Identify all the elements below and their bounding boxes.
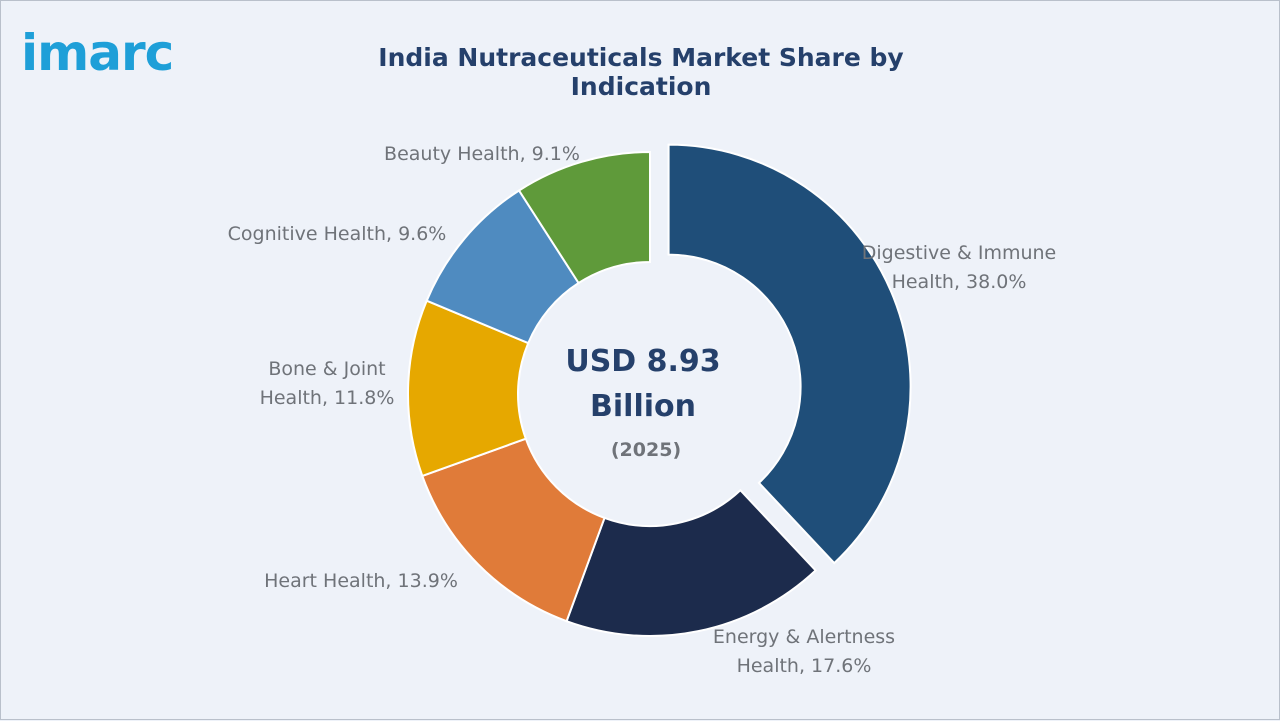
slice-beauty-health — [517, 150, 651, 285]
slice-digestive-immune-health — [667, 143, 912, 565]
label-bone-joint-health: Bone & Joint Health, 11.8% — [260, 358, 395, 409]
label-heart-health: Heart Health, 13.9% — [264, 570, 458, 592]
donut-slices — [407, 143, 912, 637]
label-cognitive-health: Cognitive Health, 9.6% — [228, 223, 447, 245]
imarc-logo: imarc — [21, 24, 174, 82]
slice-energy-alertness-health — [565, 488, 818, 637]
center-summary: USD 8.93 Billion (2025) — [565, 344, 720, 461]
chart-title: India Nutraceuticals Market Share by Ind… — [378, 43, 904, 101]
center-value-line1: USD 8.93 — [565, 344, 720, 379]
label-beauty-health: Beauty Health, 9.1% — [384, 143, 580, 165]
center-value-line2: Billion — [590, 389, 696, 424]
label-digestive-immune-health: Digestive & Immune Health, 38.0% — [862, 242, 1057, 293]
slice-labels: Digestive & Immune Health, 38.0% Energy & … — [228, 143, 1057, 677]
center-year: (2025) — [611, 439, 681, 461]
label-energy-alertness-health: Energy & Alertness Health, 17.6% — [713, 626, 895, 677]
